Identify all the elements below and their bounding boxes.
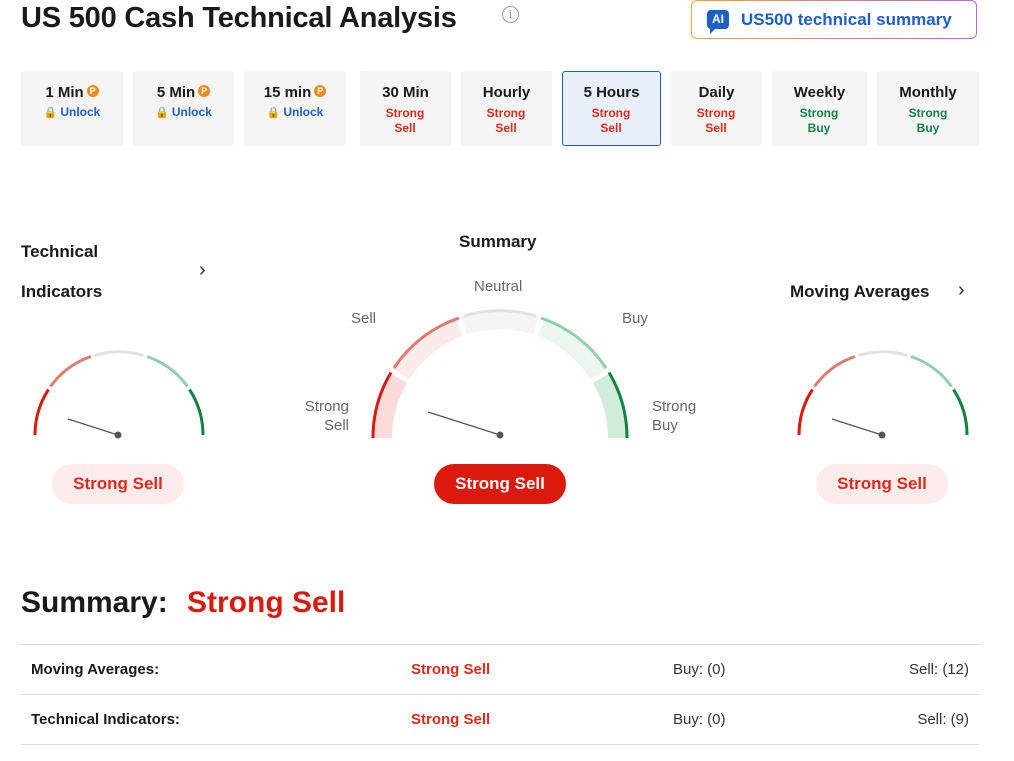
table-row: Technical Indicators: Strong Sell Buy: (… bbox=[21, 694, 979, 744]
gauge-needle bbox=[427, 411, 501, 436]
ai-icon: AI bbox=[707, 10, 729, 34]
ai-technical-summary-button[interactable]: AI US500 technical summary bbox=[691, 0, 977, 39]
gauge-band-sell bbox=[392, 317, 463, 380]
gauge-segment-sell bbox=[49, 355, 92, 388]
gauge-segment-buy bbox=[146, 355, 189, 388]
gauge-segment-sell bbox=[813, 355, 856, 388]
chevron-right-icon[interactable]: › bbox=[958, 279, 965, 301]
tab-status: Strong Buy bbox=[908, 106, 948, 135]
tab-15-min[interactable]: 15 min P 🔒 Unlock bbox=[244, 71, 346, 146]
tab-monthly[interactable]: Monthly Strong Buy bbox=[877, 71, 979, 146]
gauge-needle-pivot bbox=[878, 431, 886, 439]
gauge-segment-strong-sell bbox=[33, 388, 50, 436]
tab-label: 1 Min bbox=[45, 84, 84, 101]
gauge-band-neutral bbox=[460, 309, 540, 335]
summary-gauge-title: Summary bbox=[459, 232, 537, 251]
gauge-segment-strong-buy bbox=[607, 371, 629, 439]
gauge-segment-strong-buy bbox=[188, 388, 205, 436]
gauge-segment-strong-sell bbox=[797, 388, 814, 436]
summary-gauge bbox=[371, 309, 629, 439]
gauge-label-neutral: Neutral bbox=[474, 278, 523, 295]
tab-status: Strong Sell bbox=[696, 106, 736, 135]
tab-status: Strong Sell bbox=[385, 106, 425, 135]
tab-30-min[interactable]: 30 Min Strong Sell bbox=[360, 71, 451, 146]
gauge-band-buy bbox=[537, 317, 608, 380]
row-name: Technical Indicators: bbox=[31, 711, 180, 728]
tab-label: 5 Hours bbox=[583, 84, 640, 101]
tab-label: Daily bbox=[698, 84, 735, 101]
gauge-segment-sell bbox=[392, 316, 460, 369]
pro-badge-icon: P bbox=[86, 85, 99, 97]
summary-heading-value: Strong Sell bbox=[187, 586, 346, 619]
technical-indicators-title-line2[interactable]: Indicators bbox=[21, 282, 103, 301]
tab-status: Strong Sell bbox=[591, 106, 631, 135]
pro-badge-icon: P bbox=[198, 85, 211, 97]
lock-icon: 🔒 bbox=[155, 107, 169, 119]
tab-daily[interactable]: Daily Strong Sell bbox=[671, 71, 762, 146]
page-title: US 500 Cash Technical Analysis bbox=[21, 2, 457, 34]
timeframe-tabs: 1 Min P 🔒 Unlock 5 Min P 🔒 Unlock 15 min P 🔒 U… bbox=[21, 71, 979, 146]
row-sell-count: Sell: (9) bbox=[917, 711, 969, 728]
row-buy-count: Buy: (0) bbox=[673, 661, 726, 678]
gauge-label-buy: Buy bbox=[622, 310, 648, 327]
gauge-needle bbox=[831, 418, 883, 436]
tab-label: 5 Min bbox=[156, 84, 196, 101]
moving-averages-title[interactable]: Moving Averages bbox=[790, 282, 930, 301]
gauge-needle-pivot bbox=[114, 431, 122, 439]
summary-gauge-result: Strong Sell bbox=[434, 464, 566, 504]
tab-5-hours[interactable]: 5 Hours Strong Sell bbox=[562, 71, 661, 146]
gauge-band-strong-buy bbox=[592, 372, 628, 439]
gauge-label-strong-sell-2: Sell bbox=[323, 417, 349, 434]
ai-technical-summary-label: US500 technical summary bbox=[741, 9, 952, 29]
unlock-link[interactable]: Unlock bbox=[60, 105, 101, 119]
table-row: Moving Averages: Strong Sell Buy: (0) Se… bbox=[21, 644, 979, 694]
gauge-segment-strong-buy bbox=[952, 388, 969, 436]
tab-label: 30 Min bbox=[382, 84, 429, 101]
lock-icon: 🔒 bbox=[43, 107, 58, 119]
unlock-link[interactable]: Unlock bbox=[171, 105, 212, 119]
gauge-label-sell: Sell bbox=[351, 310, 377, 327]
moving-averages-gauge bbox=[797, 350, 969, 439]
pro-badge-icon: P bbox=[314, 85, 327, 97]
row-status: Strong Sell bbox=[411, 711, 491, 728]
tab-label: Weekly bbox=[793, 84, 846, 101]
tab-label: 15 min bbox=[263, 84, 312, 101]
chevron-right-icon[interactable]: › bbox=[199, 259, 206, 281]
gauge-label-strong-sell-1: Strong bbox=[304, 398, 349, 415]
technical-indicators-result: Strong Sell bbox=[52, 464, 184, 504]
gauge-needle bbox=[67, 418, 119, 436]
row-status: Strong Sell bbox=[411, 661, 491, 678]
row-name: Moving Averages: bbox=[31, 661, 160, 678]
tab-status: Strong Buy bbox=[799, 106, 839, 135]
gauge-segment-buy bbox=[540, 316, 608, 369]
summary-heading: Summary: bbox=[21, 586, 168, 619]
tab-label: Hourly bbox=[482, 84, 531, 101]
gauge-label-strong-buy-1: Strong bbox=[652, 398, 697, 415]
info-icon[interactable]: i bbox=[502, 6, 519, 23]
tab-label: Monthly bbox=[899, 84, 957, 101]
gauge-needle-pivot bbox=[496, 431, 504, 439]
gauge-segment-buy bbox=[910, 355, 953, 388]
tab-weekly[interactable]: Weekly Strong Buy bbox=[772, 71, 867, 146]
row-sell-count: Sell: (12) bbox=[908, 661, 969, 678]
tab-5-min[interactable]: 5 Min P 🔒 Unlock bbox=[133, 71, 234, 146]
gauge-segment-neutral bbox=[94, 350, 144, 357]
gauge-segment-neutral bbox=[858, 350, 908, 357]
gauge-label-strong-buy-2: Buy bbox=[652, 417, 678, 434]
gauge-band-strong-sell bbox=[372, 372, 408, 439]
tab-hourly[interactable]: Hourly Strong Sell bbox=[461, 71, 552, 146]
technical-indicators-title-line1[interactable]: Technical bbox=[21, 242, 99, 261]
tab-1-min[interactable]: 1 Min P 🔒 Unlock bbox=[21, 71, 123, 146]
tab-status: Strong Sell bbox=[486, 106, 526, 135]
table-divider bbox=[21, 744, 979, 745]
technical-indicators-gauge bbox=[33, 350, 205, 439]
moving-averages-result: Strong Sell bbox=[816, 464, 948, 504]
unlock-link[interactable]: Unlock bbox=[283, 105, 324, 119]
row-buy-count: Buy: (0) bbox=[673, 711, 726, 728]
gauge-segment-strong-sell bbox=[371, 371, 393, 439]
gauge-segment-neutral bbox=[463, 309, 537, 318]
lock-icon: 🔒 bbox=[266, 107, 281, 119]
